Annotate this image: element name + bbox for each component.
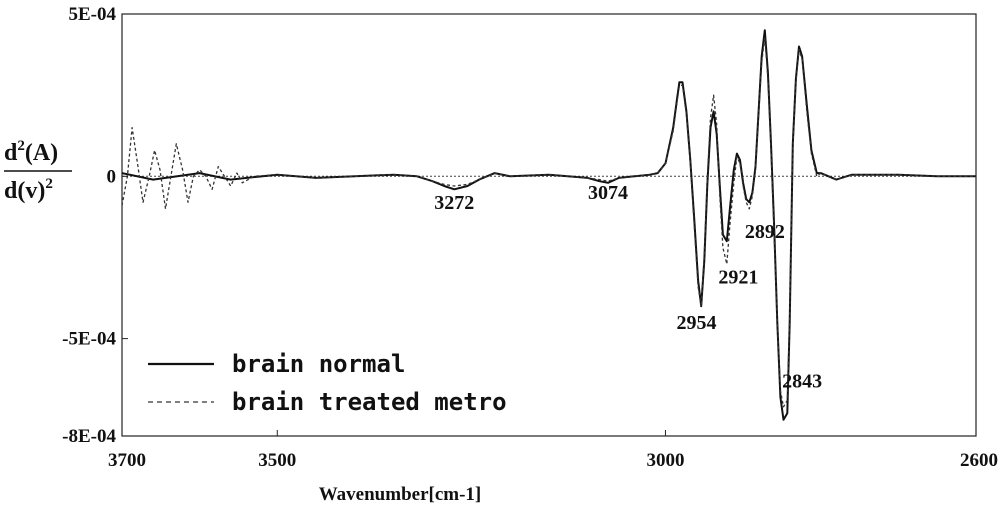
peak-label: 2843 [782, 370, 822, 392]
peak-label: 2921 [718, 266, 758, 288]
plot-area-frame [121, 13, 977, 437]
peak-label: 3074 [588, 182, 628, 204]
peak-annotations: 3272 3074 2954 2921 2892 2843 [434, 182, 822, 392]
legend: brain normal brain treated metro [148, 350, 507, 416]
x-tick-label: 3700 [108, 450, 146, 471]
y-tick-label: 5E-04 [69, 4, 117, 25]
x-tick-label: 3500 [258, 450, 296, 471]
y-tick-label: -8E-04 [62, 426, 116, 447]
x-tick-label: 2600 [960, 450, 998, 471]
y-axis-label-numerator: d2(A) [4, 138, 58, 166]
legend-label-brain-treated-metro: brain treated metro [232, 388, 507, 416]
x-axis-ticks: 3700 3500 3000 2600 [108, 430, 998, 471]
y-tick-label: -5E-04 [62, 329, 116, 350]
peak-label: 2954 [677, 312, 717, 334]
x-tick-label: 3000 [646, 450, 684, 471]
y-axis-label: d2(A) d(v)2 [4, 138, 72, 204]
peak-label: 2892 [745, 221, 785, 243]
x-axis-label: Wavenumber[cm-1] [319, 484, 482, 505]
y-axis-label-denominator: d(v)2 [4, 176, 53, 204]
y-axis-ticks: 5E-04 0 -5E-04 -8E-04 [62, 4, 128, 447]
y-tick-label: 0 [107, 166, 117, 187]
legend-label-brain-normal: brain normal [232, 350, 405, 378]
peak-label: 3272 [434, 192, 474, 214]
